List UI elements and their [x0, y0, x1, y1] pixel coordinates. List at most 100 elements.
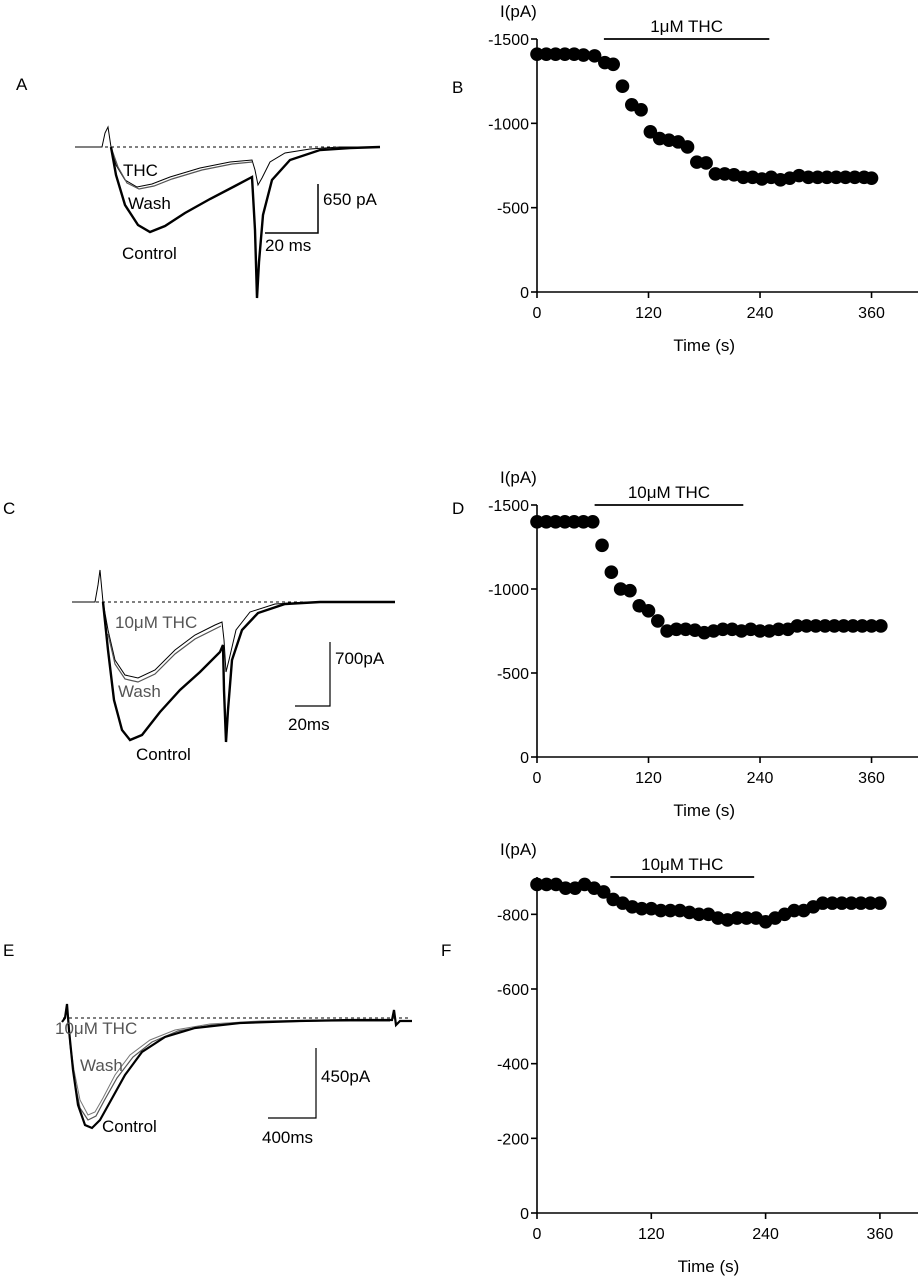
trace-control — [101, 600, 395, 743]
data-point — [829, 170, 844, 185]
data-point — [818, 619, 832, 633]
data-point — [699, 156, 713, 170]
panel-letter-e: E — [3, 941, 14, 960]
data-point — [739, 911, 754, 925]
data-point — [874, 619, 888, 633]
panel-a: A THC Wash Control 650 pA 20 ms — [16, 75, 381, 299]
data-point — [753, 624, 767, 638]
data-point — [634, 103, 648, 117]
y-tick-label: -500 — [497, 666, 529, 683]
scale-bar — [295, 642, 331, 707]
data-point — [585, 515, 600, 529]
label-control: Control — [136, 745, 191, 764]
y-tick-label: 0 — [520, 750, 529, 767]
data-point — [558, 881, 573, 895]
x-tick-label: 240 — [747, 770, 774, 787]
scale-bar — [265, 184, 319, 234]
y-axis-label: I(pA) — [500, 840, 537, 859]
y-tick-label: -1500 — [488, 498, 529, 515]
label-thc: 10μM THC — [55, 1019, 137, 1038]
data-point — [848, 170, 862, 185]
y-tick-label: -1500 — [488, 32, 529, 49]
y-tick-label: -400 — [497, 1057, 529, 1074]
trace-wash — [111, 149, 253, 190]
y-tick-label: -1000 — [488, 582, 529, 599]
trace-thc — [72, 569, 395, 679]
data-point — [787, 903, 801, 918]
y-axis-label: I(pA) — [500, 2, 537, 21]
x-tick-label: 360 — [858, 305, 885, 322]
data-point — [651, 614, 665, 628]
data-point — [815, 896, 830, 910]
scatter-plot-f: F 0 -200 -400 -600 -800 0 120 240 360 I(pA) Time (s… — [441, 840, 918, 1276]
data-point — [736, 170, 751, 185]
x-tick-label: 0 — [533, 305, 542, 322]
scale-label-y: 450pA — [321, 1067, 371, 1086]
data-point — [558, 515, 572, 529]
y-tick-label: -1000 — [488, 116, 529, 133]
y-tick-label: -600 — [497, 982, 529, 999]
drug-label: 1μM THC — [650, 17, 723, 36]
data-point — [634, 901, 649, 916]
data-point — [864, 619, 879, 633]
data-point — [708, 167, 723, 181]
label-control: Control — [122, 244, 177, 263]
panel-letter-c: C — [3, 499, 15, 518]
data-point — [606, 57, 620, 72]
scale-label-x: 20ms — [288, 715, 330, 734]
x-tick-label: 360 — [867, 1226, 894, 1243]
data-point — [864, 171, 879, 185]
label-thc: THC — [123, 161, 158, 180]
x-tick-label: 360 — [858, 770, 885, 787]
data-point — [855, 619, 870, 633]
scale-label-x: 400ms — [262, 1128, 313, 1147]
label-wash: Wash — [118, 682, 161, 701]
data-point — [596, 885, 611, 899]
scale-label-y: 700pA — [335, 649, 385, 668]
y-tick-label: -200 — [497, 1131, 529, 1148]
y-tick-label: -800 — [497, 907, 529, 924]
data-point — [692, 907, 706, 922]
data-point — [716, 622, 730, 637]
data-point — [827, 619, 842, 633]
data-point — [810, 170, 825, 185]
trace-control — [61, 1003, 412, 1130]
data-point — [615, 79, 630, 94]
data-point — [530, 47, 544, 61]
label-thc: 10μM THC — [115, 613, 197, 632]
trace-control — [109, 145, 381, 299]
trace-wash — [107, 625, 222, 683]
data-point — [820, 170, 834, 185]
scatter-plot-b: B 0 -500 -1000 -1500 0 120 240 360 I(pA) Time (s) 1… — [452, 2, 918, 355]
data-point — [680, 140, 695, 154]
data-point — [801, 170, 816, 185]
data-point — [863, 896, 878, 910]
data-point — [623, 583, 637, 598]
data-point — [846, 619, 860, 633]
label-control: Control — [102, 1117, 157, 1136]
drug-label: 10μM THC — [641, 855, 723, 874]
panel-letter-a: A — [16, 75, 28, 94]
data-point — [576, 515, 591, 529]
data-point — [548, 47, 563, 61]
data-point — [576, 48, 591, 62]
scatter-plot-d: D 0 -500 -1000 -1500 0 120 240 360 I(pA) Time (s) 1… — [452, 468, 918, 820]
x-tick-label: 120 — [635, 770, 662, 787]
y-axis-label: I(pA) — [500, 468, 537, 487]
x-tick-label: 240 — [752, 1226, 779, 1243]
x-axis-label: Time (s) — [673, 336, 735, 355]
data-point — [854, 896, 868, 910]
panel-letter-d: D — [452, 499, 464, 518]
drug-label: 10μM THC — [628, 483, 710, 502]
data-point — [799, 619, 814, 633]
data-point — [663, 903, 678, 918]
label-wash: Wash — [80, 1056, 123, 1075]
data-point — [530, 515, 544, 529]
label-wash: Wash — [128, 194, 171, 213]
data-point — [539, 515, 554, 529]
panel-e: E 10μM THC Wash Control 450pA 400ms — [3, 941, 412, 1147]
data-point — [539, 47, 554, 61]
x-axis-label: Time (s) — [673, 801, 735, 820]
data-point — [539, 877, 554, 892]
